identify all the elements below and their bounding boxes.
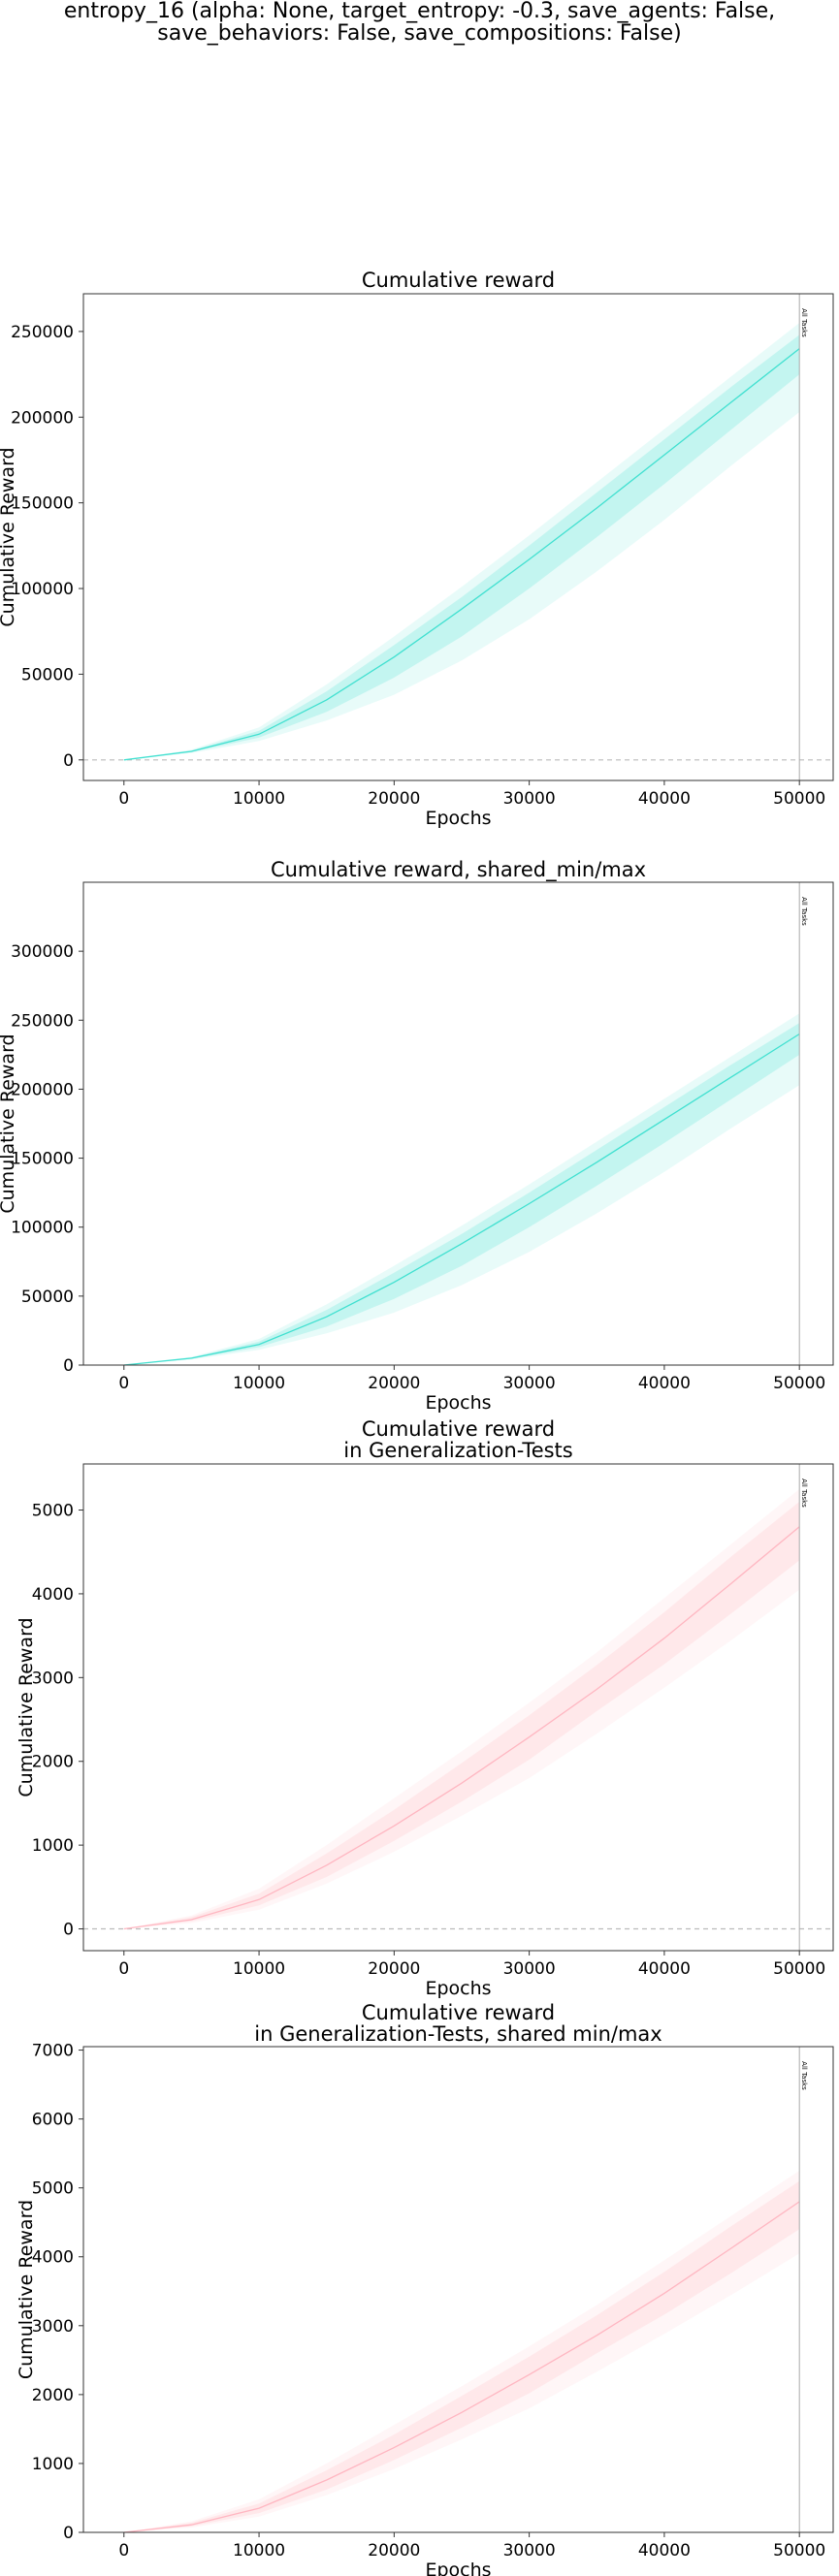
series-mean-line xyxy=(123,1033,800,1366)
series-mean-line xyxy=(123,1526,800,1930)
y-tick-label: 5000 xyxy=(32,2179,74,2199)
plot-frame xyxy=(82,1463,834,1952)
x-tick-label: 0 xyxy=(118,2541,129,2560)
x-axis-label: Epochs xyxy=(425,1978,491,1999)
all-tasks-label: All Tasks xyxy=(800,308,808,337)
y-tick-label: 5000 xyxy=(32,1502,74,1521)
series-mean-line xyxy=(123,2201,800,2533)
chart-title-line: Cumulative reward xyxy=(362,269,555,292)
x-tick-label: 50000 xyxy=(773,1374,825,1393)
x-tick-label: 0 xyxy=(118,1374,129,1393)
plot-area xyxy=(83,882,833,1365)
all-tasks-label: All Tasks xyxy=(800,1479,808,1508)
all-tasks-label: All Tasks xyxy=(800,2061,808,2090)
x-tick-label: 30000 xyxy=(503,1374,556,1393)
x-tick-label: 50000 xyxy=(773,789,825,809)
plot-area xyxy=(83,2047,833,2532)
y-tick-label: 0 xyxy=(63,1921,74,1940)
chart-generalization-reward: All Tasks 0 10000 20000 30000 40000 50000 0 1000… xyxy=(16,1417,834,1999)
x-tick-label: 10000 xyxy=(233,2541,285,2560)
y-tick-label: 6000 xyxy=(32,2111,74,2130)
y-tick-label: 150000 xyxy=(11,1150,74,1169)
y-tick-label: 0 xyxy=(63,751,74,771)
x-tick-label: 10000 xyxy=(233,789,285,809)
y-tick-label: 2000 xyxy=(32,2386,74,2405)
x-tick-label: 10000 xyxy=(233,1959,285,1979)
x-tick-label: 20000 xyxy=(368,789,420,809)
y-tick-label: 50000 xyxy=(21,1288,74,1307)
x-axis-label: Epochs xyxy=(425,808,491,829)
plot-frame xyxy=(82,2046,834,2533)
chart-cumulative-reward: All Tasks 0 10000 20000 30000 40000 50000 0 5000… xyxy=(0,269,834,829)
y-axis-label: Cumulative Reward xyxy=(0,447,18,626)
y-tick-label: 2000 xyxy=(32,1753,74,1772)
y-tick-label: 1000 xyxy=(32,1836,74,1856)
y-tick-label: 250000 xyxy=(11,1011,74,1031)
chart-title: Cumulative reward xyxy=(362,269,555,292)
chart-title: Cumulative reward in Generalization-Tests xyxy=(343,1417,572,1462)
y-tick-label: 7000 xyxy=(32,2042,74,2061)
x-tick-label: 50000 xyxy=(773,1959,825,1979)
x-tick-label: 40000 xyxy=(638,1374,691,1393)
chart-title-line: in Generalization-Tests, shared min/max xyxy=(254,2022,662,2046)
y-tick-label: 50000 xyxy=(21,665,74,684)
y-tick-label: 250000 xyxy=(11,323,74,342)
plot-area xyxy=(83,1464,833,1951)
series-mean-line xyxy=(123,348,800,761)
y-tick-label: 100000 xyxy=(11,1219,74,1238)
y-tick-label: 300000 xyxy=(11,942,74,962)
chart-cumulative-reward-shared: All Tasks 0 10000 20000 30000 40000 50000 0 5000… xyxy=(0,858,834,1414)
x-tick-label: 30000 xyxy=(503,1959,556,1979)
y-tick-label: 4000 xyxy=(32,2248,74,2268)
chart-title-line: in Generalization-Tests xyxy=(343,1439,572,1462)
x-tick-label: 30000 xyxy=(503,2541,556,2560)
y-axis-label: Cumulative Reward xyxy=(16,1617,37,1797)
y-tick-label: 100000 xyxy=(11,580,74,599)
x-tick-label: 40000 xyxy=(638,789,691,809)
x-tick-label: 0 xyxy=(118,789,129,809)
y-axis-label: Cumulative Reward xyxy=(0,1034,18,1213)
plot-frame xyxy=(82,881,834,1366)
chart-title-line: Cumulative reward xyxy=(362,2001,555,2024)
y-tick-label: 150000 xyxy=(11,494,74,514)
chart-title: Cumulative reward in Generalization-Tests… xyxy=(254,2001,662,2046)
y-tick-label: 200000 xyxy=(11,408,74,428)
y-axis-label: Cumulative Reward xyxy=(16,2200,37,2379)
x-tick-label: 50000 xyxy=(773,2541,825,2560)
x-tick-label: 0 xyxy=(118,1959,129,1979)
x-tick-label: 20000 xyxy=(368,1959,420,1979)
x-tick-label: 20000 xyxy=(368,2541,420,2560)
figure-title: entropy_16 (alpha: None, target_entropy:… xyxy=(63,0,776,46)
chart-generalization-reward-shared: All Tasks 0 10000 20000 30000 40000 50000 0 1000… xyxy=(16,2001,834,2576)
y-tick-label: 3000 xyxy=(32,1669,74,1688)
x-tick-label: 40000 xyxy=(638,2541,691,2560)
y-tick-label: 3000 xyxy=(32,2317,74,2337)
plot-area xyxy=(83,294,833,780)
y-tick-label: 1000 xyxy=(32,2455,74,2474)
y-tick-label: 0 xyxy=(63,1356,74,1376)
x-tick-label: 20000 xyxy=(368,1374,420,1393)
x-axis-label: Epochs xyxy=(425,2560,491,2576)
y-tick-label: 0 xyxy=(63,2524,74,2543)
x-tick-label: 30000 xyxy=(503,789,556,809)
chart-title-line: Cumulative reward, shared_min/max xyxy=(271,858,646,882)
y-tick-label: 200000 xyxy=(11,1080,74,1099)
chart-title: Cumulative reward, shared_min/max xyxy=(271,858,646,882)
x-tick-label: 10000 xyxy=(233,1374,285,1393)
y-tick-label: 4000 xyxy=(32,1585,74,1605)
x-axis-label: Epochs xyxy=(425,1392,491,1414)
chart-title-line: Cumulative reward xyxy=(362,1417,555,1441)
x-tick-label: 40000 xyxy=(638,1959,691,1979)
plot-frame xyxy=(82,293,834,781)
all-tasks-label: All Tasks xyxy=(800,897,808,926)
